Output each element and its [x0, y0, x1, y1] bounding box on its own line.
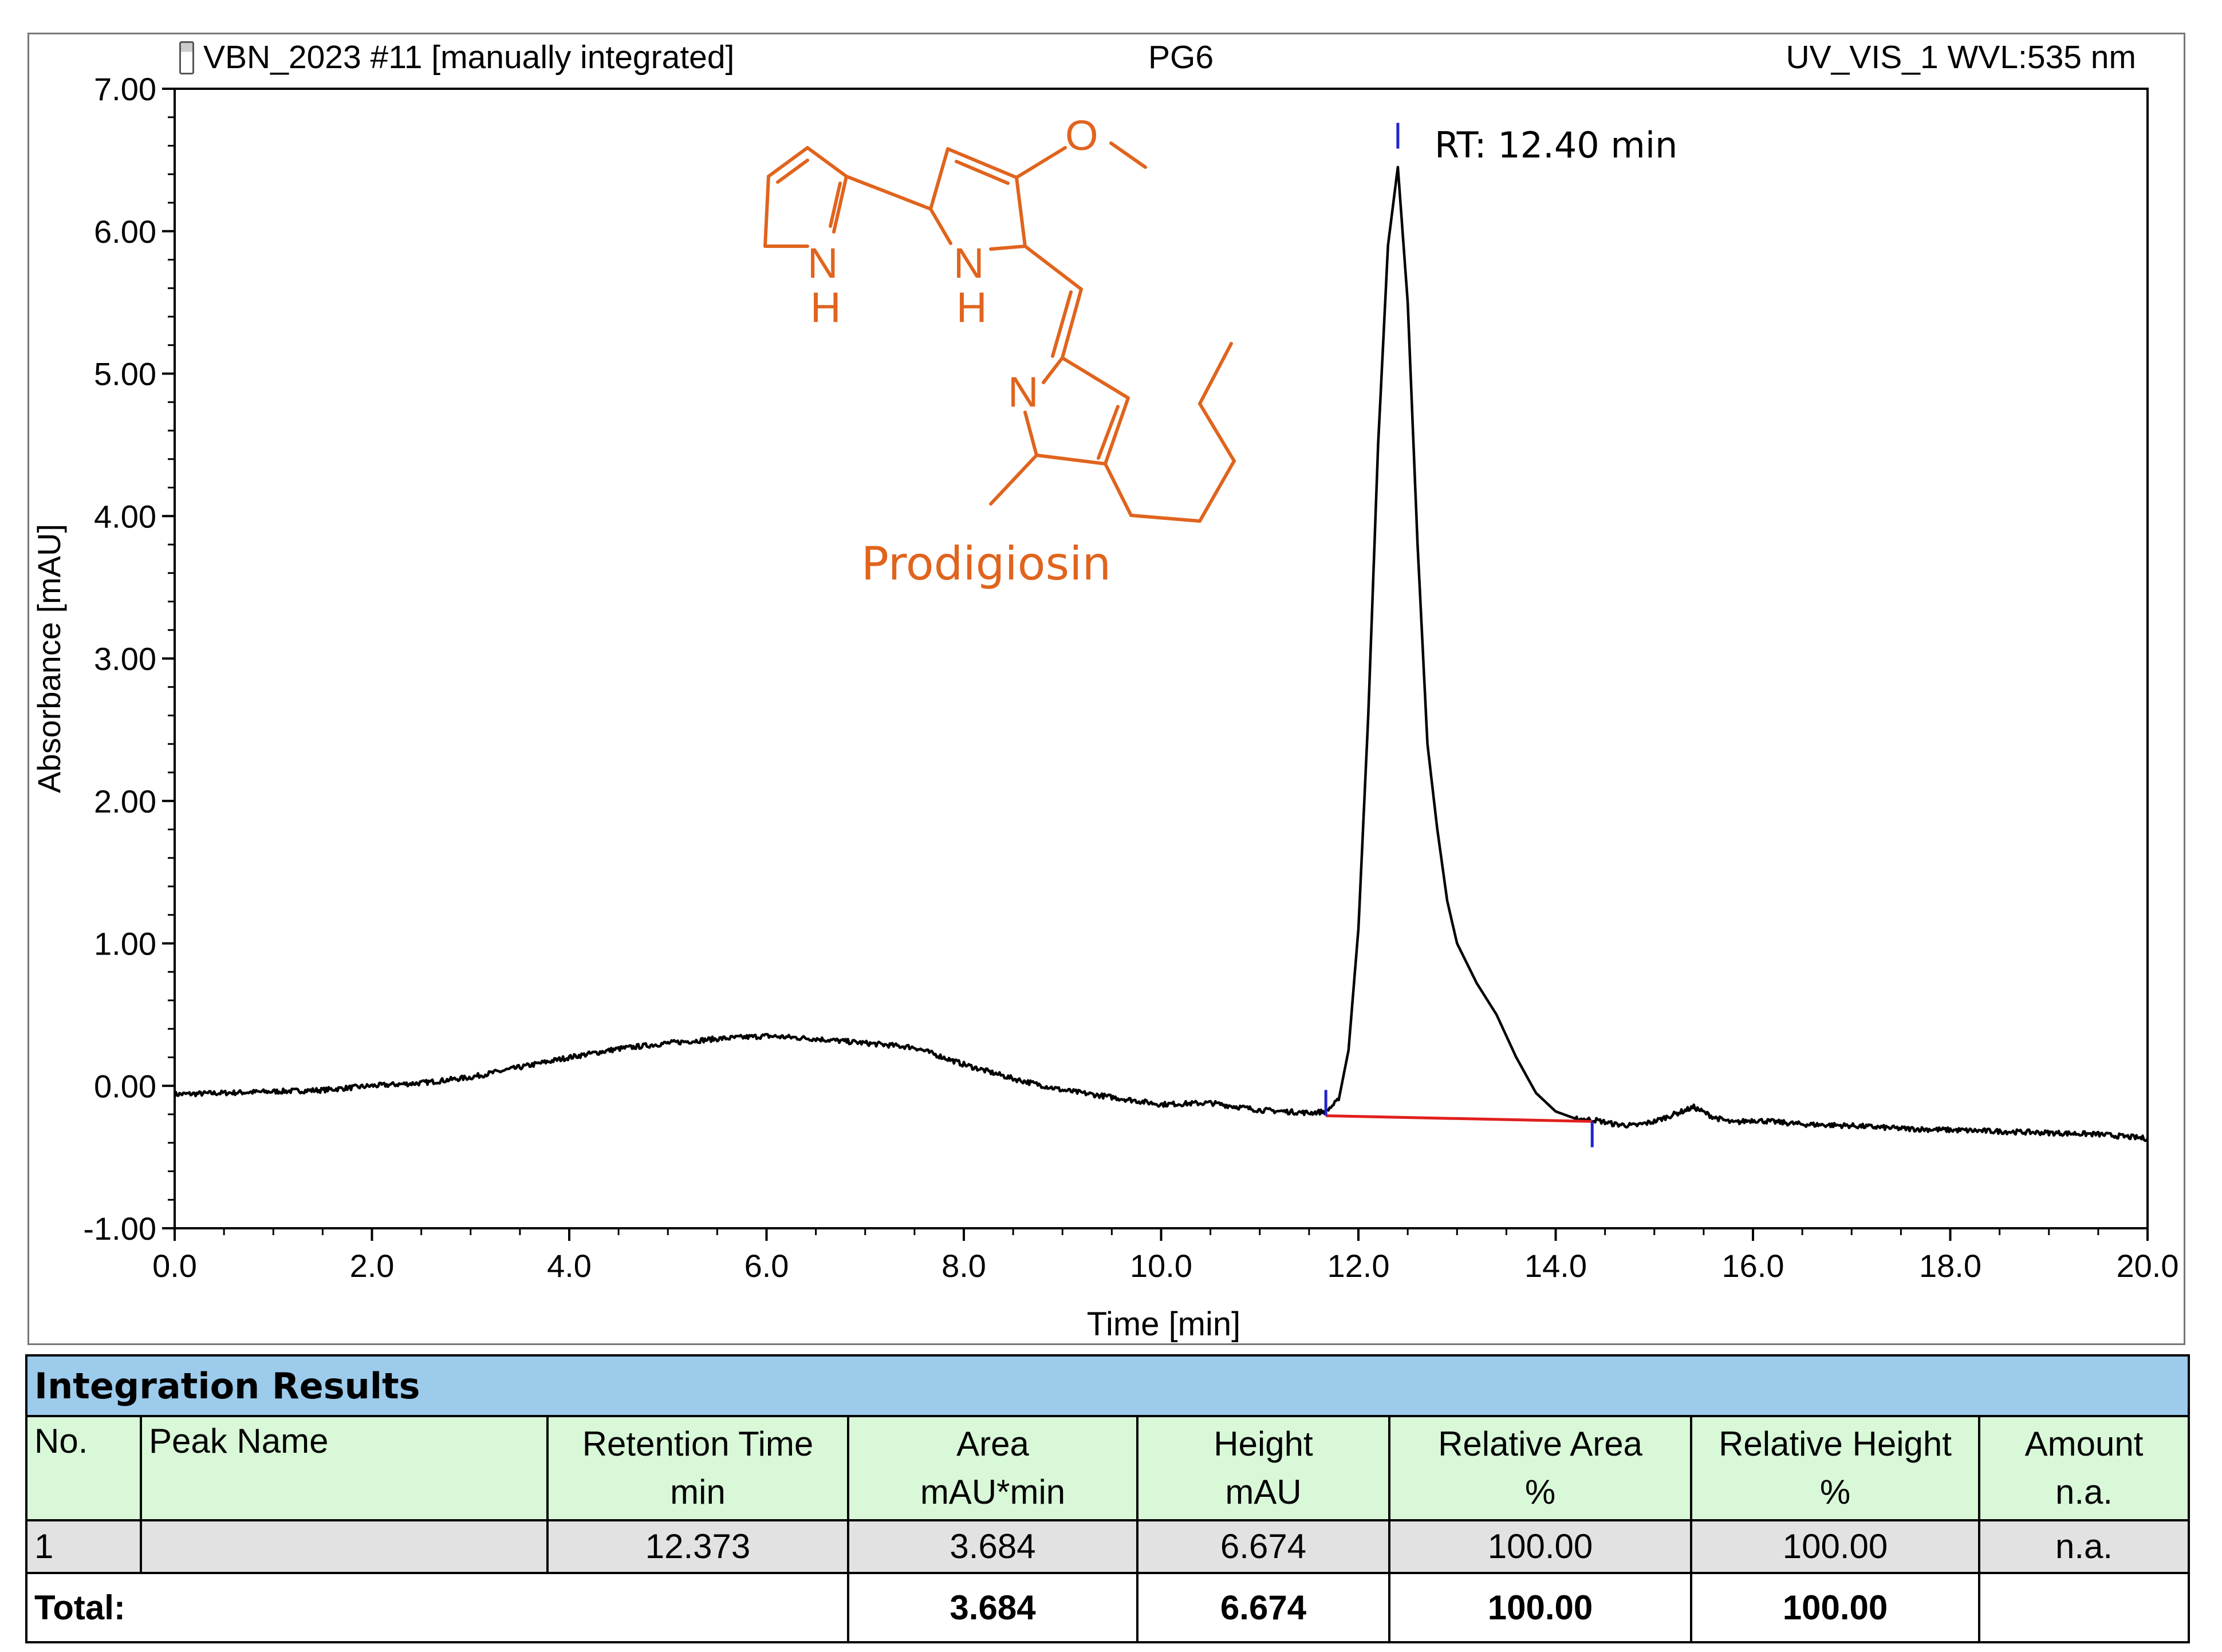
plot-area [174, 88, 2149, 1229]
atom-h1: H [810, 283, 841, 331]
cell-retention-time: 12.373 [546, 1519, 849, 1574]
col-header-relative-height: Relative Height% [1690, 1415, 1980, 1522]
col-header-retention-time: Retention Time min [546, 1415, 849, 1522]
cell-peak-name [140, 1519, 549, 1574]
atom-n2: N [954, 239, 984, 287]
col-header-area: Area mAU*min [847, 1415, 1138, 1522]
total-amount [1977, 1571, 2191, 1644]
total-height: 6.674 [1136, 1571, 1390, 1644]
y-tick-label: 1.00 [94, 926, 156, 962]
x-axis: 0.0 2.0 4.0 6.0 8.0 10.0 12.0 14.0 16.0 18.0 20.0 [152, 1228, 2179, 1284]
prodigiosin-structure: O N H N H N Prodigiosin [763, 112, 1236, 590]
vial-icon [179, 41, 194, 74]
x-tick-label: 0.0 [152, 1248, 197, 1284]
compound-name: Prodigiosin [861, 537, 1111, 590]
peak-markers [1324, 123, 1594, 1148]
x-tick-label: 12.0 [1327, 1248, 1390, 1284]
integration-results-table: Integration Results No. Peak Name Retent… [25, 1354, 2191, 1644]
atom-o: O [1065, 112, 1098, 159]
col-header-relative-area: Relative Area% [1388, 1415, 1692, 1522]
y-tick-label: 3.00 [94, 641, 156, 677]
integration-baseline [1326, 1114, 1593, 1123]
col-header-peak-name: Peak Name [140, 1415, 549, 1522]
y-tick-label: 7.00 [94, 71, 156, 107]
x-tick-label: 4.0 [547, 1248, 592, 1284]
x-tick-label: 20.0 [2117, 1248, 2179, 1284]
table-row: 1 12.373 3.684 6.674 100.00 100.00 n.a. [25, 1519, 2191, 1574]
cell-amount: n.a. [1977, 1519, 2191, 1574]
y-tick-label: 4.00 [94, 498, 156, 534]
table-header-row: No. Peak Name Retention Time min Area mAU*… [25, 1415, 2191, 1522]
y-tick-label: -1.00 [83, 1211, 156, 1247]
table-title: Integration Results [25, 1354, 2191, 1418]
total-label: Total: [25, 1571, 849, 1644]
x-tick-label: 10.0 [1130, 1248, 1192, 1284]
total-area: 3.684 [847, 1571, 1138, 1644]
table-total-row: Total: 3.684 6.674 100.00 100.00 [25, 1571, 2191, 1644]
x-tick-label: 6.0 [744, 1248, 789, 1284]
sample-label: VBN_2023 #11 [manually integrated] [203, 39, 735, 76]
detector-label: UV_VIS_1 WVL:535 nm [1786, 39, 2136, 76]
atom-n3: N [1008, 368, 1038, 416]
y-tick-label: 2.00 [94, 783, 156, 819]
sample-name: PG6 [1148, 39, 1214, 76]
x-tick-label: 8.0 [941, 1248, 986, 1284]
y-tick-label: 6.00 [94, 214, 156, 250]
col-header-amount: Amount n.a. [1977, 1415, 2191, 1522]
cell-area: 3.684 [847, 1519, 1138, 1574]
x-tick-label: 2.0 [350, 1248, 395, 1284]
x-tick-label: 18.0 [1919, 1248, 1981, 1284]
cell-no: 1 [25, 1519, 142, 1574]
x-tick-label: 16.0 [1722, 1248, 1784, 1284]
col-header-no: No. [25, 1415, 142, 1522]
y-tick-label: 0.00 [94, 1068, 156, 1104]
col-header-height: Height mAU [1136, 1415, 1390, 1522]
cell-relative-height: 100.00 [1690, 1519, 1980, 1574]
cell-relative-area: 100.00 [1388, 1519, 1692, 1574]
atom-n1: N [807, 239, 838, 287]
x-tick-label: 14.0 [1524, 1248, 1587, 1284]
y-tick-label: 5.00 [94, 356, 156, 392]
y-axis-label: Absorbance [mAU] [31, 524, 67, 793]
total-relative-height: 100.00 [1690, 1571, 1980, 1644]
cell-height: 6.674 [1136, 1519, 1390, 1574]
chromatogram-chart: 0.0 2.0 4.0 6.0 8.0 10.0 12.0 14.0 16.0 18.0 20.0 … [31, 71, 2179, 1343]
total-relative-area: 100.00 [1388, 1571, 1692, 1644]
y-axis: -1.00 0.00 1.00 2.00 3.00 4.00 5.00 6.00 7.00 [83, 71, 175, 1247]
chromatogram-trace [173, 165, 2149, 1142]
x-axis-label: Time [min] [1087, 1306, 1241, 1343]
atom-h2: H [956, 283, 987, 331]
peak-label: RT: 12.40 min [1435, 124, 1677, 166]
